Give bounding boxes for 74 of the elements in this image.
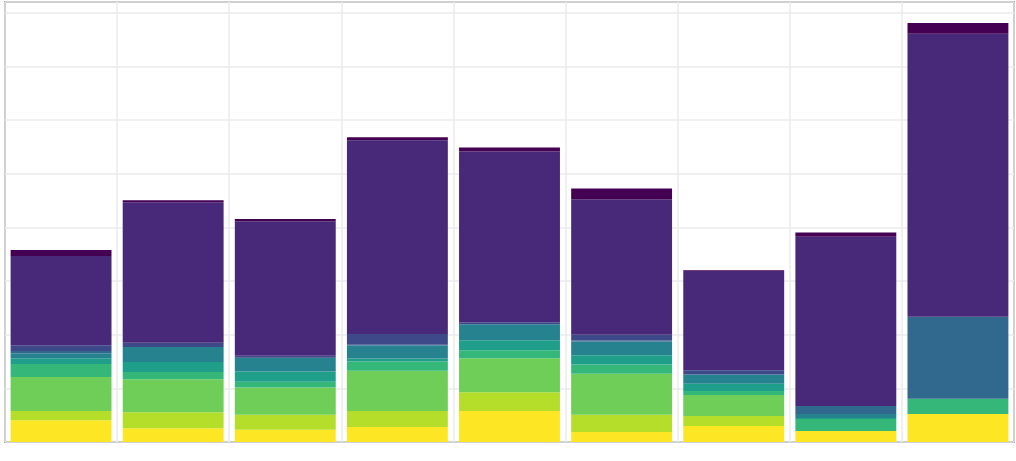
bar xyxy=(122,379,224,413)
bar xyxy=(683,383,785,391)
bar xyxy=(795,405,897,414)
bar xyxy=(234,221,336,356)
bar xyxy=(571,355,673,365)
bar xyxy=(10,353,112,359)
bar xyxy=(234,219,336,222)
bar xyxy=(234,387,336,415)
bar xyxy=(346,370,448,411)
bar xyxy=(683,271,785,371)
bar xyxy=(346,426,448,442)
bar xyxy=(683,426,785,442)
bar xyxy=(571,199,673,335)
bar xyxy=(10,410,112,421)
bar xyxy=(10,420,112,442)
bar xyxy=(346,410,448,427)
bar xyxy=(795,232,897,237)
bar xyxy=(795,418,897,432)
bar xyxy=(907,33,1009,317)
bar xyxy=(459,410,560,442)
bar xyxy=(346,358,448,362)
bar xyxy=(10,345,112,352)
bar xyxy=(122,428,224,442)
bar xyxy=(122,342,224,347)
bar xyxy=(459,392,560,411)
bar xyxy=(234,429,336,442)
bar xyxy=(907,316,1009,399)
bar xyxy=(459,151,560,323)
bar xyxy=(571,334,673,341)
bar xyxy=(907,22,1009,34)
bar xyxy=(10,364,112,378)
bar xyxy=(683,374,785,384)
bar xyxy=(459,324,560,341)
bar xyxy=(459,147,560,152)
bar xyxy=(907,413,1009,442)
bar xyxy=(795,431,897,442)
bar xyxy=(234,381,336,388)
bar xyxy=(10,377,112,411)
bar xyxy=(459,340,560,351)
bar xyxy=(571,188,673,200)
bar xyxy=(10,255,112,346)
bar xyxy=(571,341,673,356)
bar xyxy=(346,361,448,371)
bar xyxy=(683,370,785,375)
bar xyxy=(571,373,673,415)
bar xyxy=(234,414,336,430)
bar xyxy=(571,414,673,432)
bar xyxy=(907,398,1009,414)
bar xyxy=(571,364,673,374)
bar xyxy=(683,416,785,427)
bar xyxy=(10,351,112,354)
bar xyxy=(683,390,785,396)
bar xyxy=(571,431,673,442)
bar xyxy=(795,413,897,419)
bar xyxy=(10,250,112,256)
bar xyxy=(346,345,448,359)
bar xyxy=(459,358,560,393)
bar xyxy=(234,371,336,382)
bar xyxy=(122,372,224,380)
bar xyxy=(122,412,224,429)
bar xyxy=(10,358,112,365)
bar xyxy=(122,200,224,203)
bar xyxy=(459,350,560,359)
bar xyxy=(459,322,560,325)
bar xyxy=(346,140,448,334)
bar xyxy=(122,346,224,362)
bar xyxy=(683,395,785,417)
bar xyxy=(346,333,448,345)
bar xyxy=(234,357,336,372)
bar xyxy=(346,137,448,141)
bar xyxy=(795,236,897,406)
bar xyxy=(234,355,336,358)
bar xyxy=(122,202,224,343)
bar xyxy=(122,361,224,373)
